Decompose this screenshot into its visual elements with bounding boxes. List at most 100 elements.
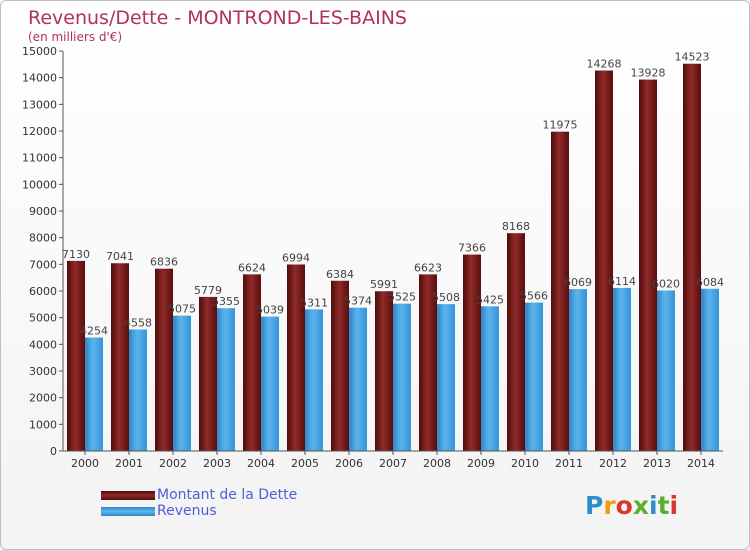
proxiti-logo: Proxiti [585, 491, 679, 520]
y-tick-label: 8000 [29, 232, 57, 245]
value-label-revenue-2005: 5311 [300, 296, 328, 309]
bar-debt-2014 [683, 63, 701, 451]
chart-subtitle: (en milliers d'€) [28, 30, 123, 44]
value-label-debt-2008: 6623 [414, 261, 442, 274]
bar-debt-2004 [243, 274, 261, 451]
y-tick-label: 9000 [29, 205, 57, 218]
value-label-debt-2005: 6994 [282, 251, 310, 264]
x-tick-label: 2008 [423, 457, 451, 470]
value-labels-layer: 7130 7041 6836 5779 6624 6994 6384 5991 6623 7366… [62, 51, 724, 338]
bar-revenue-2013 [657, 290, 675, 451]
bar-revenue-2011 [569, 289, 587, 451]
bar-debt-2007 [375, 291, 393, 451]
bar-debt-2000 [67, 260, 85, 451]
bar-debt-2002 [155, 268, 173, 451]
bar-debt-2012 [595, 70, 613, 452]
y-tick-label: 0 [50, 445, 57, 458]
legend: Montant de la Dette Revenus [101, 487, 297, 519]
x-tick-label: 2013 [643, 457, 671, 470]
y-tick-label: 4000 [29, 338, 57, 351]
value-label-revenue-2006: 5374 [344, 295, 372, 308]
value-label-revenue-2002: 5075 [168, 303, 196, 316]
value-label-debt-2013: 13928 [631, 67, 666, 80]
x-tick-label: 2007 [379, 457, 407, 470]
bar-debt-2006 [331, 280, 349, 451]
x-tick-label: 2003 [203, 457, 231, 470]
y-tick-label: 2000 [29, 392, 57, 405]
bar-revenue-2003 [217, 308, 235, 451]
x-tick-label: 2005 [291, 457, 319, 470]
value-label-debt-2004: 6624 [238, 261, 266, 274]
y-tick-label: 15000 [22, 45, 57, 58]
bar-debt-2011 [551, 131, 569, 451]
x-tick-label: 2014 [687, 457, 715, 470]
bar-revenue-2006 [349, 307, 367, 451]
bar-revenue-2000 [85, 337, 103, 451]
x-tick-label: 2000 [71, 457, 99, 470]
bar-revenue-2012 [613, 287, 631, 451]
value-label-debt-2003: 5779 [194, 284, 222, 297]
value-label-debt-2002: 6836 [150, 256, 178, 269]
bar-revenue-2007 [393, 303, 411, 451]
legend-swatch-debt [101, 490, 155, 500]
y-tick-label: 7000 [29, 258, 57, 271]
value-label-debt-2006: 6384 [326, 268, 354, 281]
legend-item-revenue: Revenus [101, 503, 297, 519]
legend-label-debt: Montant de la Dette [157, 487, 298, 503]
value-label-revenue-2000: 4254 [80, 325, 108, 338]
x-tick-label: 2012 [599, 457, 627, 470]
value-label-revenue-2011: 6069 [564, 276, 592, 289]
bar-revenue-2001 [129, 329, 147, 451]
value-label-debt-2010: 8168 [502, 220, 530, 233]
y-tick-label: 3000 [29, 365, 57, 378]
x-tick-label: 2004 [247, 457, 275, 470]
value-label-revenue-2010: 5566 [520, 290, 548, 303]
y-tick-label: 12000 [22, 125, 57, 138]
value-label-debt-2007: 5991 [370, 278, 398, 291]
legend-swatch-revenue [101, 506, 155, 516]
x-tick-label: 2011 [555, 457, 583, 470]
bar-debt-2009 [463, 254, 481, 451]
bar-revenue-2014 [701, 288, 719, 451]
y-tick-label: 5000 [29, 312, 57, 325]
bar-debt-2010 [507, 233, 525, 451]
x-tick-label: 2001 [115, 457, 143, 470]
bar-revenue-2004 [261, 316, 279, 451]
value-label-revenue-2012: 6114 [608, 275, 636, 288]
value-label-revenue-2013: 6020 [652, 277, 680, 290]
bar-debt-2013 [639, 79, 657, 451]
value-label-revenue-2009: 5425 [476, 293, 504, 306]
x-tick-label: 2002 [159, 457, 187, 470]
axis-layer: 0 1000 2000 3000 4000 5000 6000 7000 8000 9000 100… [22, 45, 723, 470]
value-label-revenue-2007: 5525 [388, 291, 416, 304]
y-tick-label: 1000 [29, 418, 57, 431]
bar-debt-2001 [111, 263, 129, 451]
x-tick-label: 2010 [511, 457, 539, 470]
value-label-debt-2011: 11975 [543, 119, 578, 132]
value-label-revenue-2014: 6084 [696, 276, 724, 289]
bar-revenue-2009 [481, 306, 499, 451]
value-label-revenue-2003: 5355 [212, 295, 240, 308]
value-label-revenue-2008: 5508 [432, 291, 460, 304]
bar-debt-2005 [287, 264, 305, 451]
bar-revenue-2008 [437, 304, 455, 451]
bar-debt-2008 [419, 274, 437, 451]
x-tick-label: 2009 [467, 457, 495, 470]
value-label-debt-2014: 14523 [675, 51, 710, 64]
legend-item-debt: Montant de la Dette [101, 487, 297, 503]
value-label-debt-2001: 7041 [106, 250, 134, 263]
bars-layer [67, 63, 719, 452]
value-label-revenue-2004: 5039 [256, 304, 284, 317]
x-tick-label: 2006 [335, 457, 363, 470]
chart-title: Revenus/Dette - MONTROND-LES-BAINS [28, 7, 407, 29]
legend-label-revenue: Revenus [157, 503, 217, 519]
bar-revenue-2002 [173, 315, 191, 451]
y-tick-label: 13000 [22, 98, 57, 111]
bar-debt-2003 [199, 296, 217, 451]
y-tick-label: 11000 [22, 152, 57, 165]
bar-revenue-2010 [525, 302, 543, 451]
y-tick-label: 10000 [22, 178, 57, 191]
value-label-debt-2000: 7130 [62, 248, 90, 261]
